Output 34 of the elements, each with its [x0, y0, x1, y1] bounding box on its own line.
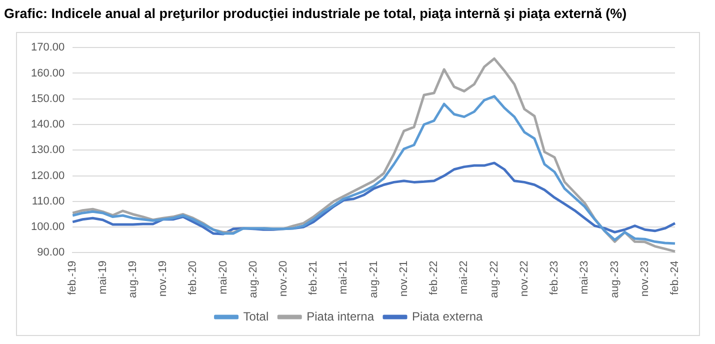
- y-tick-label: 160.00: [30, 67, 65, 80]
- x-tick-label: mai-20: [217, 260, 230, 294]
- y-tick-label: 100.00: [30, 221, 65, 234]
- y-tick-label: 120.00: [30, 170, 65, 182]
- x-tick-label: aug.-21: [368, 260, 380, 298]
- x-tick-label: aug.-20: [247, 260, 260, 298]
- legend-label: Total: [243, 309, 269, 324]
- x-tick-label: aug.-23: [608, 260, 621, 298]
- x-tick-label: nov.-21: [398, 260, 410, 297]
- x-tick-label: mai-19: [96, 260, 109, 294]
- x-tick-label: aug.-22: [488, 260, 500, 298]
- y-tick-label: 170.00: [30, 42, 65, 54]
- y-tick-label: 110.00: [32, 195, 65, 208]
- x-tick-label: feb.-21: [308, 260, 320, 295]
- x-tick-label: feb.-24: [669, 260, 682, 295]
- x-tick-label: feb.-20: [187, 260, 200, 295]
- chart-title: Grafic: Indicele anual al preţurilor producţiei industriale pe total, piaţa internă şi piaţa externă (%): [4, 6, 627, 21]
- x-tick-label: feb.-19: [66, 260, 79, 295]
- legend-label: Piata externa: [412, 309, 484, 324]
- x-tick-label: mai-23: [578, 260, 591, 294]
- x-tick-label: feb.-22: [428, 260, 440, 295]
- y-tick-label: 130.00: [30, 144, 65, 156]
- y-tick-label: 90.00: [37, 246, 65, 259]
- x-tick-label: mai-21: [338, 260, 350, 294]
- y-tick-label: 150.00: [30, 92, 65, 105]
- y-tick-label: 140.00: [30, 118, 65, 131]
- x-tick-label: nov.-23: [638, 260, 651, 297]
- x-tick-label: feb.-23: [548, 260, 561, 295]
- x-tick-label: aug.-19: [126, 260, 139, 298]
- x-tick-label: mai-22: [458, 260, 470, 294]
- x-tick-label: nov.-20: [278, 260, 290, 297]
- x-tick-label: nov.-22: [518, 260, 530, 297]
- legend-label: Piata interna: [306, 309, 374, 324]
- x-tick-label: nov.-19: [157, 260, 170, 297]
